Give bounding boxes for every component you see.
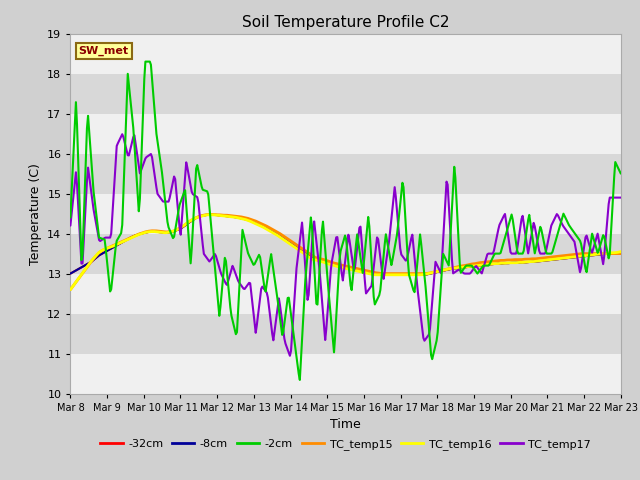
TC_temp15 bbox=[617, 251, 625, 256]
TC_temp17 bbox=[520, 221, 527, 227]
-32cm bbox=[67, 271, 74, 276]
-32cm bbox=[606, 251, 614, 256]
TC_temp15 bbox=[67, 287, 74, 292]
TC_temp15 bbox=[205, 212, 213, 217]
-2cm bbox=[333, 295, 341, 301]
TC_temp16 bbox=[519, 260, 527, 265]
Y-axis label: Temperature (C): Temperature (C) bbox=[29, 163, 42, 264]
TC_temp16 bbox=[365, 271, 373, 276]
-2cm bbox=[330, 349, 338, 355]
Line: -32cm: -32cm bbox=[70, 215, 621, 275]
TC_temp15 bbox=[332, 261, 340, 266]
-8cm bbox=[396, 272, 404, 277]
TC_temp17 bbox=[67, 223, 74, 228]
-8cm bbox=[365, 271, 373, 276]
-2cm bbox=[367, 241, 374, 247]
-8cm bbox=[67, 271, 74, 276]
-32cm bbox=[329, 262, 337, 268]
TC_temp16 bbox=[204, 212, 211, 217]
-32cm bbox=[374, 272, 382, 277]
-32cm bbox=[396, 272, 404, 277]
-8cm bbox=[606, 251, 614, 256]
-8cm bbox=[617, 251, 625, 256]
-2cm bbox=[67, 215, 74, 220]
Bar bbox=[70, 154, 621, 193]
TC_temp17 bbox=[617, 195, 625, 201]
X-axis label: Time: Time bbox=[330, 418, 361, 431]
-32cm bbox=[332, 263, 340, 268]
Bar bbox=[70, 313, 621, 354]
Bar bbox=[70, 274, 621, 313]
-8cm bbox=[374, 272, 382, 277]
Line: TC_temp15: TC_temp15 bbox=[70, 215, 621, 289]
-32cm bbox=[520, 260, 527, 265]
TC_temp17 bbox=[118, 132, 126, 137]
Title: Soil Temperature Profile C2: Soil Temperature Profile C2 bbox=[242, 15, 449, 30]
Bar bbox=[70, 73, 621, 114]
-32cm bbox=[617, 251, 625, 256]
-2cm bbox=[520, 248, 527, 253]
-32cm bbox=[204, 212, 212, 217]
TC_temp17 bbox=[330, 247, 338, 252]
-2cm bbox=[141, 59, 149, 64]
TC_temp15 bbox=[329, 260, 337, 265]
TC_temp15 bbox=[396, 271, 403, 276]
TC_temp17 bbox=[286, 353, 294, 359]
-2cm bbox=[296, 377, 303, 383]
Bar bbox=[70, 114, 621, 154]
Legend: -32cm, -8cm, -2cm, TC_temp15, TC_temp16, TC_temp17: -32cm, -8cm, -2cm, TC_temp15, TC_temp16,… bbox=[96, 435, 595, 455]
-2cm bbox=[617, 171, 625, 177]
Line: TC_temp16: TC_temp16 bbox=[70, 215, 621, 289]
TC_temp17 bbox=[396, 246, 404, 252]
TC_temp17 bbox=[367, 285, 374, 290]
-2cm bbox=[606, 251, 614, 257]
TC_temp16 bbox=[617, 249, 625, 254]
Line: TC_temp17: TC_temp17 bbox=[70, 134, 621, 356]
Text: SW_met: SW_met bbox=[79, 46, 129, 57]
Bar bbox=[70, 193, 621, 234]
TC_temp15 bbox=[365, 268, 373, 274]
Line: -2cm: -2cm bbox=[70, 61, 621, 380]
TC_temp16 bbox=[605, 250, 612, 256]
TC_temp17 bbox=[333, 234, 341, 240]
TC_temp17 bbox=[606, 195, 614, 201]
TC_temp16 bbox=[332, 264, 340, 269]
-8cm bbox=[332, 263, 340, 268]
TC_temp16 bbox=[329, 262, 337, 268]
-2cm bbox=[396, 202, 404, 207]
TC_temp15 bbox=[605, 251, 612, 256]
TC_temp15 bbox=[519, 257, 527, 263]
-8cm bbox=[520, 260, 527, 265]
TC_temp16 bbox=[396, 272, 403, 277]
-8cm bbox=[204, 212, 212, 217]
Bar bbox=[70, 354, 621, 394]
Line: -8cm: -8cm bbox=[70, 215, 621, 275]
-8cm bbox=[329, 262, 337, 268]
-32cm bbox=[365, 271, 373, 276]
Bar bbox=[70, 34, 621, 73]
Bar bbox=[70, 234, 621, 274]
TC_temp16 bbox=[67, 287, 74, 292]
